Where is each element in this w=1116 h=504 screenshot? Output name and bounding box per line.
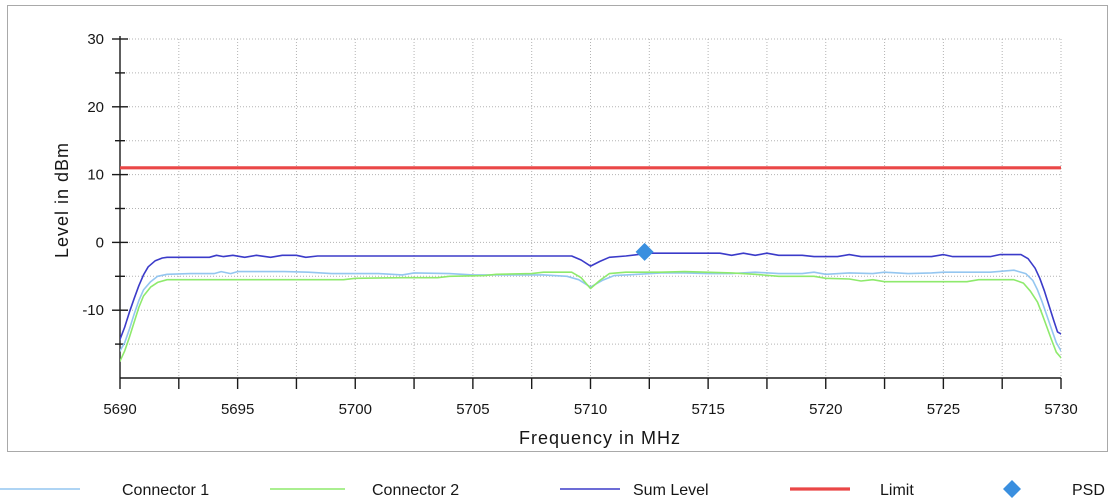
- x-tick-label: 5730: [1044, 401, 1077, 418]
- y-tick-label: 0: [96, 234, 104, 251]
- series-line-sum-level: [120, 252, 1061, 341]
- x-tick-label: 5715: [691, 401, 724, 418]
- y-tick-label: -10: [82, 302, 104, 319]
- y-axis-title: Level in dBm: [52, 142, 72, 258]
- legend-item-connector-2: Connector 2: [270, 482, 459, 499]
- x-tick-label: 5695: [221, 401, 254, 418]
- legend-item-sum-level: Sum Level: [560, 482, 709, 499]
- legend-label-sum-level: Sum Level: [633, 482, 709, 499]
- y-tick-label: 30: [87, 31, 104, 48]
- legend-item-psd: PSD: [1003, 480, 1105, 499]
- x-axis-title: Frequency in MHz: [519, 428, 681, 448]
- grid-lines: [120, 38, 1062, 378]
- x-tick-label: 5710: [574, 401, 607, 418]
- y-tick-label: 20: [87, 99, 104, 116]
- legend-swatch-psd-diamond-icon: [1003, 480, 1021, 498]
- x-tick-label: 5690: [103, 401, 136, 418]
- psd-marker: [635, 242, 654, 261]
- x-tick-label: 5700: [339, 401, 372, 418]
- chart-frame: [7, 5, 1108, 452]
- x-tick-label: 5725: [927, 401, 960, 418]
- legend-label-connector-2: Connector 2: [372, 482, 459, 499]
- legend-item-connector-1: Connector 1: [0, 482, 209, 499]
- series-line-connector-2: [120, 270, 1061, 362]
- legend-label-connector-1: Connector 1: [122, 482, 209, 499]
- series-layer: [120, 166, 1061, 362]
- series-line-connector-1: [120, 269, 1061, 352]
- y-tick-label: 10: [87, 167, 104, 184]
- legend: Connector 1 Connector 2 Sum Level Limit …: [0, 480, 1105, 499]
- legend-label-limit: Limit: [880, 482, 914, 499]
- axes: 5690 5695 5700 5705 5710 5715 5720 5725 5730 30 20…: [82, 31, 1077, 418]
- x-tick-label: 5720: [809, 401, 842, 418]
- x-tick-label: 5705: [456, 401, 489, 418]
- legend-label-psd: PSD: [1072, 482, 1105, 499]
- legend-item-limit: Limit: [790, 482, 914, 499]
